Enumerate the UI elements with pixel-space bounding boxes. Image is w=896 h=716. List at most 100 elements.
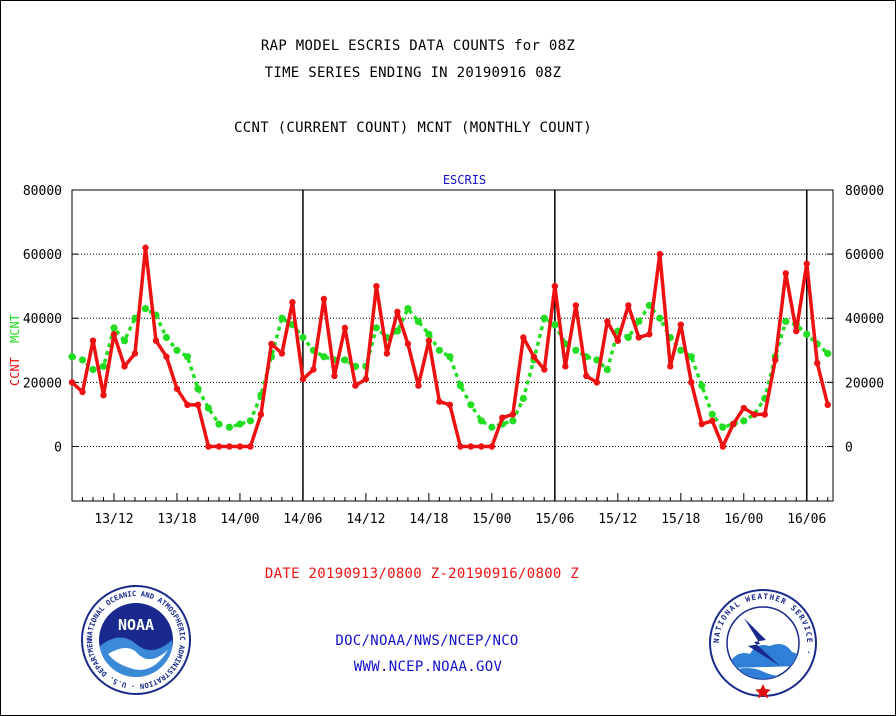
ccnt-point: [341, 324, 349, 332]
ccnt-point: [163, 353, 170, 360]
ccnt-point: [698, 420, 705, 428]
y-tick-label-left: 0: [54, 440, 62, 455]
mcnt-point: [110, 324, 118, 332]
x-tick-label: 15/18: [661, 512, 700, 527]
mcnt-point: [236, 420, 244, 428]
ccnt-point: [782, 270, 789, 277]
mcnt-point: [446, 353, 454, 361]
ccnt-point: [614, 337, 622, 344]
ccnt-point: [562, 363, 569, 370]
mcnt-point: [803, 330, 811, 338]
ccnt-point: [814, 359, 821, 367]
mcnt-point: [456, 381, 464, 390]
ccnt-point: [488, 443, 496, 450]
mcnt-point: [404, 305, 412, 313]
mcnt-point: [89, 365, 97, 374]
y-axis-label-mcnt: MCNT: [8, 314, 22, 343]
nws-logo: NATIONAL WEATHER SERVICE ·: [709, 589, 817, 698]
mcnt-point: [572, 346, 580, 354]
ccnt-point: [404, 340, 412, 348]
x-tick-label: 16/00: [724, 512, 763, 527]
y-tick-label-right: 40000: [845, 312, 884, 327]
ccnt-point: [173, 385, 181, 392]
mcnt-point: [278, 314, 286, 322]
noaa-logo-text: NOAA: [118, 616, 154, 634]
ccnt-point: [572, 302, 580, 309]
mcnt-point: [425, 330, 433, 338]
mcnt-point: [414, 317, 422, 326]
y-axis-label-ccnt: CCNT: [8, 357, 22, 386]
mcnt-point: [740, 417, 748, 425]
y-tick-label-left: 20000: [23, 376, 62, 391]
x-tick-label: 13/12: [94, 512, 133, 527]
mcnt-point: [435, 346, 443, 354]
ccnt-point: [131, 350, 139, 357]
ccnt-point: [362, 375, 370, 383]
ccnt-point: [803, 260, 810, 267]
ccnt-point: [551, 282, 559, 290]
ccnt-point: [740, 404, 747, 412]
star-icon: [755, 684, 771, 698]
x-tick-label: 14/06: [283, 512, 322, 527]
ccnt-point: [257, 411, 265, 418]
mcnt-point: [78, 356, 87, 364]
mcnt-point: [204, 404, 213, 412]
panel-title: ESCRIS: [443, 173, 486, 187]
x-tick-label: 14/12: [346, 512, 385, 527]
x-tick-label: 15/00: [472, 512, 511, 527]
mcnt-point: [782, 317, 790, 326]
website-link[interactable]: WWW.NCEP.NOAA.GOV: [353, 659, 503, 675]
mcnt-point: [183, 353, 192, 361]
chart-subtitle: CCNT (CURRENT COUNT) MCNT (MONTHLY COUNT…: [234, 120, 592, 136]
ccnt-point: [100, 391, 107, 399]
x-tick-label: 13/18: [157, 512, 196, 527]
ccnt-point: [761, 411, 768, 418]
ccnt-point: [121, 363, 128, 370]
ccnt-point: [299, 375, 307, 383]
ccnt-point: [89, 337, 97, 344]
mcnt-point: [120, 337, 129, 345]
mcnt-point: [519, 394, 527, 403]
mcnt-point: [624, 333, 632, 342]
mcnt-point: [824, 349, 832, 358]
ccnt-point: [436, 398, 443, 405]
mcnt-point: [68, 353, 76, 361]
ccnt-point: [656, 250, 664, 258]
ccnt-point: [604, 318, 611, 325]
y-tick-label-right: 80000: [845, 184, 884, 199]
ccnt-point: [373, 282, 380, 290]
ccnt-point: [215, 443, 223, 450]
mcnt-point: [372, 324, 380, 332]
ccnt-point: [236, 443, 244, 450]
ccnt-point: [793, 327, 800, 335]
ccnt-point: [268, 340, 275, 348]
mcnt-point: [246, 417, 255, 425]
mcnt-point: [173, 346, 181, 354]
ccnt-point: [194, 401, 202, 409]
mcnt-point: [656, 314, 664, 322]
mcnt-point: [719, 423, 727, 431]
mcnt-point: [677, 346, 685, 354]
x-tick-label: 16/06: [787, 512, 826, 527]
ccnt-point: [394, 308, 401, 316]
ccnt-point: [152, 337, 160, 344]
ccnt-point: [352, 382, 359, 389]
ccnt-point: [68, 379, 76, 386]
mcnt-point: [162, 333, 171, 342]
ccnt-point: [635, 334, 643, 341]
mcnt-point: [687, 353, 695, 361]
mcnt-point: [488, 423, 496, 431]
ccnt-point: [457, 443, 464, 450]
ccnt-point: [320, 295, 328, 303]
ccnt-point: [331, 372, 338, 380]
mcnt-point: [194, 385, 202, 393]
escris-chart: ESCRIS 0 0 20000 20000 40000 40000 60000 60000 80…: [8, 173, 884, 527]
ccnt-point: [772, 356, 779, 364]
ccnt-point: [226, 443, 233, 450]
ccnt-point: [530, 353, 538, 360]
ccnt-point: [478, 443, 485, 450]
noaa-logo: NOAA NATIONAL OCEANIC AND ATMOSPHERIC AD…: [80, 584, 191, 695]
y-tick-label-left: 80000: [23, 184, 62, 199]
x-tick-label: 15/12: [598, 512, 637, 527]
y-tick-label-right: 20000: [845, 376, 884, 391]
